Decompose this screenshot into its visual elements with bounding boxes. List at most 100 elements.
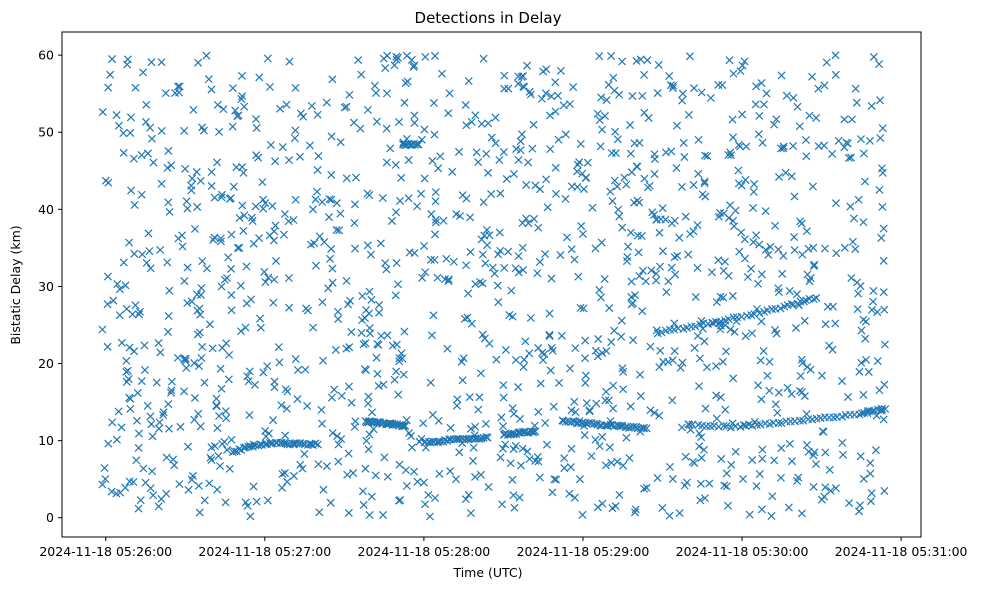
- detection-point: [140, 341, 149, 350]
- detection-point: [490, 269, 499, 278]
- detection-point: [274, 343, 283, 352]
- detection-point: [119, 258, 128, 267]
- detection-point: [433, 273, 442, 282]
- detection-point: [509, 445, 518, 454]
- detection-point: [241, 443, 250, 452]
- detection-point: [566, 463, 575, 472]
- detection-point: [531, 427, 540, 436]
- detection-point: [645, 181, 654, 190]
- detection-point: [205, 320, 214, 329]
- detection-point: [463, 313, 472, 322]
- detection-point: [326, 498, 335, 507]
- detection-point: [314, 460, 323, 469]
- detection-point: [270, 275, 279, 284]
- detection-point: [675, 233, 684, 242]
- detection-point: [720, 481, 729, 490]
- detection-point: [766, 242, 775, 251]
- detection-point: [669, 81, 678, 90]
- detection-point: [393, 280, 402, 289]
- detection-point: [761, 207, 770, 216]
- detection-point: [797, 509, 806, 518]
- detection-point: [363, 241, 372, 250]
- detection-point: [866, 497, 875, 506]
- detection-point: [658, 247, 667, 256]
- detection-point: [134, 504, 143, 513]
- detection-point: [202, 51, 211, 60]
- detection-point: [200, 378, 209, 387]
- detection-point: [182, 197, 191, 206]
- detection-point: [691, 322, 700, 331]
- detection-point: [126, 128, 135, 137]
- detection-point: [721, 347, 731, 356]
- detection-point: [376, 239, 385, 248]
- detection-point: [477, 119, 486, 128]
- detection-point: [834, 136, 843, 145]
- detection-point: [630, 508, 639, 517]
- detection-point: [605, 443, 614, 452]
- detection-point: [249, 440, 258, 449]
- detection-point: [225, 350, 234, 359]
- detection-point: [137, 190, 146, 199]
- detection-point: [313, 440, 322, 449]
- detection-point: [869, 297, 878, 306]
- detection-point: [390, 375, 399, 384]
- detection-point: [745, 510, 754, 519]
- detection-point: [861, 317, 870, 326]
- detection-point: [826, 486, 835, 495]
- detection-point: [405, 428, 414, 438]
- detection-point: [593, 503, 602, 512]
- detection-point: [754, 279, 763, 288]
- detection-point: [411, 140, 420, 149]
- detection-point: [401, 466, 410, 475]
- detection-point: [227, 435, 236, 444]
- detection-point: [500, 71, 509, 80]
- detection-point: [194, 481, 203, 490]
- detection-point: [693, 263, 702, 272]
- detection-point: [565, 100, 574, 109]
- detection-point: [317, 405, 326, 414]
- detection-point: [790, 233, 799, 242]
- detection-point: [728, 115, 737, 124]
- detection-point: [382, 89, 391, 98]
- detection-point: [522, 180, 531, 189]
- detection-point: [156, 245, 165, 254]
- detection-point: [372, 117, 381, 126]
- detection-point: [534, 457, 543, 466]
- detection-point: [854, 507, 864, 516]
- detection-point: [350, 218, 359, 228]
- detection-point: [401, 421, 410, 431]
- detection-point: [266, 140, 275, 150]
- detection-point: [746, 264, 756, 273]
- detection-point: [734, 166, 743, 175]
- detection-point: [539, 67, 548, 76]
- detection-point: [740, 57, 749, 66]
- detection-point: [466, 213, 475, 222]
- detection-point: [240, 211, 249, 220]
- detection-point: [157, 126, 166, 135]
- detection-point: [595, 52, 604, 61]
- detection-point: [696, 479, 705, 488]
- detection-point: [729, 69, 738, 78]
- detection-point: [757, 317, 766, 326]
- detection-point: [249, 482, 258, 491]
- detection-point: [183, 204, 192, 213]
- detection-point: [667, 263, 676, 272]
- detection-point: [396, 196, 405, 205]
- detection-point: [758, 454, 767, 463]
- detection-point: [163, 163, 172, 172]
- detection-point: [581, 354, 590, 363]
- detection-point: [190, 415, 199, 424]
- detection-point: [658, 204, 667, 213]
- detection-point: [245, 367, 254, 376]
- detection-point: [689, 180, 698, 189]
- detection-point: [458, 191, 467, 200]
- detection-point: [638, 424, 648, 433]
- detection-point: [702, 363, 711, 372]
- detection-point: [685, 420, 694, 429]
- detection-point: [526, 90, 535, 99]
- detection-point: [750, 180, 759, 189]
- x-tick-label: 2024-11-18 05:27:00: [198, 544, 331, 559]
- detection-point: [579, 185, 588, 194]
- detection-point: [693, 331, 702, 341]
- detection-point: [309, 323, 318, 332]
